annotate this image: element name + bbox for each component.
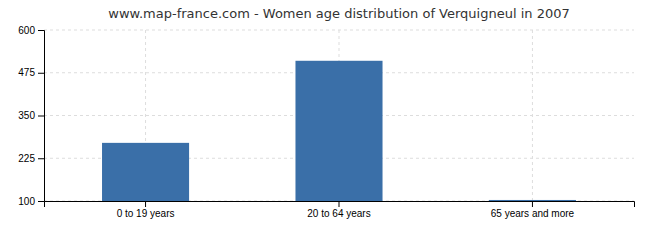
y-tick-label: 475	[18, 67, 35, 78]
y-tick-label: 100	[18, 196, 35, 207]
y-axis: 100 225 350 475 600	[18, 25, 44, 207]
y-tick: 225	[18, 153, 44, 164]
y-axis-line	[38, 31, 45, 202]
y-tick-label: 600	[18, 25, 35, 36]
x-tick: 65 years and more	[491, 201, 575, 219]
x-tick-mark	[339, 201, 340, 207]
y-tick-mark	[38, 73, 44, 74]
x-tick-mark	[532, 201, 533, 207]
x-grid-line	[532, 30, 533, 201]
y-tick-mark	[38, 201, 44, 202]
y-tick-label: 350	[18, 110, 35, 121]
title: www.map-france.com - Women age distribut…	[108, 6, 569, 21]
y-tick-label: 225	[18, 153, 35, 164]
bar	[102, 143, 189, 201]
x-tick-mark	[145, 201, 146, 207]
x-tick: 0 to 19 years	[117, 201, 175, 219]
y-tick: 600	[18, 25, 44, 36]
y-tick-mark	[38, 30, 44, 31]
y-tick: 100	[18, 196, 44, 207]
y-tick-mark	[38, 158, 44, 159]
bar	[295, 61, 382, 201]
y-tick: 350	[18, 110, 44, 121]
y-tick-mark	[38, 116, 44, 117]
x-tick-label: 65 years and more	[491, 208, 575, 219]
bars	[102, 61, 576, 201]
x-axis: 0 to 19 years 20 to 64 years 65 years and …	[45, 201, 635, 219]
y-tick: 475	[18, 67, 44, 78]
x-tick: 20 to 64 years	[307, 201, 370, 219]
chart: 100 225 350 475 600 0 to 19 years 20 to 64 yea…	[0, 0, 650, 229]
bar	[489, 200, 576, 201]
grid	[44, 30, 634, 201]
plot-area: 100 225 350 475 600 0 to 19 years 20 to 64 yea…	[18, 25, 634, 219]
x-axis-line	[45, 202, 635, 208]
x-tick-label: 20 to 64 years	[307, 208, 370, 219]
x-tick-label: 0 to 19 years	[117, 208, 175, 219]
